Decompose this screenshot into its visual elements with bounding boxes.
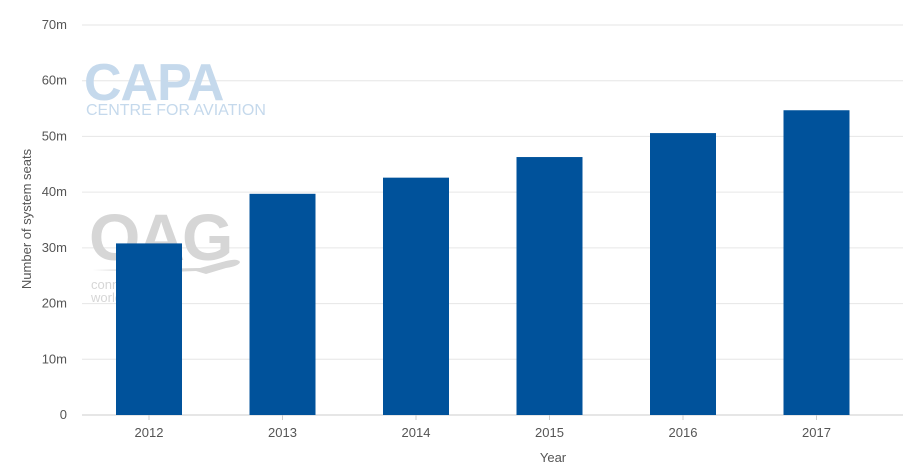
- y-tick-label: 70m: [42, 17, 67, 32]
- y-tick-label: 60m: [42, 73, 67, 88]
- bars: [116, 110, 850, 416]
- bar-2013: [249, 193, 316, 415]
- capa-logo-subtitle: CENTRE FOR AVIATION: [86, 102, 266, 119]
- y-tick-label: 0: [60, 407, 67, 422]
- y-tick-label: 20m: [42, 296, 67, 311]
- y-tick-label: 10m: [42, 351, 67, 366]
- x-axis: 2012 2013 2014 2015 2016 2017: [135, 415, 831, 440]
- y-tick-label: 50m: [42, 128, 67, 143]
- oag-tagline-line2: world: [90, 290, 122, 305]
- x-tick-label: 2014: [402, 425, 431, 440]
- x-tick-label: 2016: [669, 425, 698, 440]
- x-tick-label: 2017: [802, 425, 831, 440]
- x-tick-label: 2012: [135, 425, 164, 440]
- bar-2017: [783, 110, 850, 415]
- y-axis-title: Number of system seats: [19, 148, 34, 289]
- bar-2012: [116, 243, 182, 415]
- bar-2015: [516, 157, 583, 416]
- x-tick-label: 2013: [268, 425, 297, 440]
- gridlines: [82, 24, 903, 416]
- y-tick-label: 30m: [42, 240, 67, 255]
- bar-2014: [383, 177, 449, 415]
- y-tick-label: 40m: [42, 184, 67, 199]
- x-tick-label: 2015: [535, 425, 564, 440]
- capa-watermark-logo: CAPA CENTRE FOR AVIATION: [84, 54, 266, 119]
- capa-logo-text: CAPA: [84, 54, 224, 112]
- x-axis-title: Year: [540, 450, 567, 465]
- y-axis: 0 10m 20m 30m 40m 50m 60m 70m: [42, 17, 67, 422]
- bar-2016: [650, 133, 716, 416]
